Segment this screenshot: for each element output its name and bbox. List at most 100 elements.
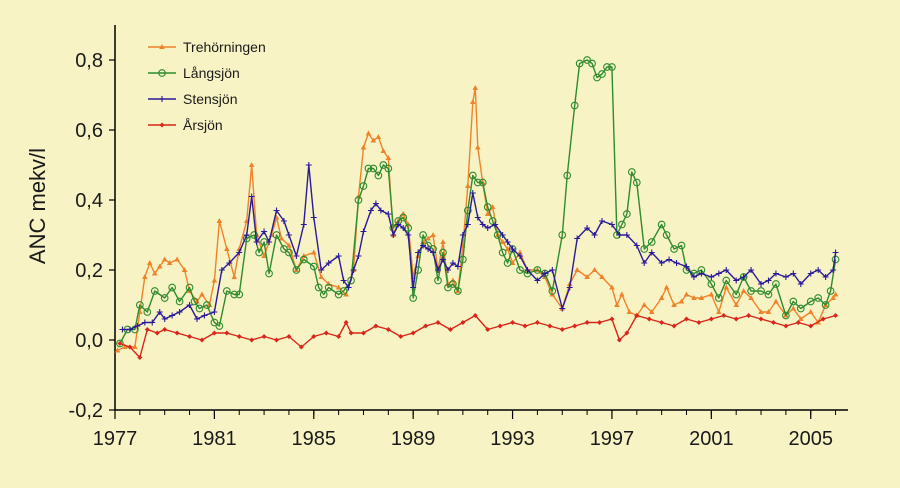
data-point	[190, 297, 199, 306]
data-point	[160, 294, 169, 302]
data-point	[591, 267, 598, 272]
data-point	[608, 63, 616, 71]
data-point	[286, 334, 292, 339]
data-point	[623, 232, 630, 238]
data-point	[365, 130, 372, 136]
data-point	[516, 266, 524, 274]
data-point	[236, 334, 242, 339]
data-point	[464, 221, 471, 228]
data-point	[463, 206, 472, 215]
data-point	[570, 101, 579, 110]
data-point	[832, 291, 839, 297]
data-point	[740, 288, 747, 293]
data-point	[599, 218, 606, 224]
data-point	[758, 316, 764, 322]
data-point	[648, 249, 655, 256]
legend-item-0: Trehörningen	[148, 39, 266, 55]
series-line	[122, 164, 837, 331]
data-point	[504, 239, 511, 245]
data-point	[385, 211, 392, 217]
data-point	[375, 134, 382, 139]
series-2	[119, 162, 839, 333]
data-point	[370, 137, 377, 143]
data-point	[360, 330, 366, 336]
data-point	[616, 337, 622, 343]
data-point	[657, 220, 666, 229]
data-point	[278, 235, 285, 241]
data-point	[249, 337, 255, 343]
data-point	[708, 316, 714, 322]
data-point	[673, 260, 680, 266]
legend-marker	[159, 122, 165, 128]
legend-label: Stensjön	[183, 91, 237, 107]
data-point	[748, 267, 755, 273]
data-point	[324, 283, 333, 292]
data-point	[566, 284, 573, 291]
data-point	[541, 269, 549, 278]
data-point	[691, 295, 697, 300]
data-point	[707, 280, 716, 288]
data-point	[243, 232, 250, 238]
data-point	[603, 63, 611, 71]
data-point	[563, 171, 572, 180]
data-point	[440, 239, 446, 244]
data-point	[807, 309, 814, 314]
data-point	[161, 256, 168, 262]
data-point	[444, 283, 452, 292]
data-point	[683, 263, 690, 270]
data-point	[782, 274, 789, 280]
data-point	[733, 302, 739, 307]
data-point	[201, 312, 208, 319]
data-point	[624, 330, 630, 336]
data-point	[360, 228, 367, 235]
data-point	[575, 59, 584, 68]
data-point	[591, 232, 598, 238]
legend-label: Långsjön	[183, 65, 240, 81]
data-point	[833, 313, 839, 318]
data-point	[299, 255, 308, 264]
data-point	[430, 249, 437, 256]
data-point	[641, 260, 648, 266]
data-point	[135, 301, 144, 309]
data-point	[154, 330, 160, 336]
data-point	[435, 267, 442, 273]
data-point	[659, 320, 665, 325]
data-point	[215, 322, 224, 330]
data-point	[199, 291, 205, 297]
data-point	[266, 239, 273, 245]
data-point	[224, 330, 230, 336]
data-point	[369, 164, 378, 173]
data-point	[670, 245, 678, 253]
data-point	[340, 277, 347, 284]
data-point	[367, 207, 374, 214]
data-point	[815, 267, 822, 273]
data-point	[134, 323, 141, 329]
data-point	[789, 297, 798, 306]
data-point	[410, 330, 416, 336]
data-point	[478, 178, 487, 187]
data-point	[696, 320, 702, 325]
data-point	[415, 249, 422, 256]
data-point	[772, 270, 779, 277]
data-point	[435, 320, 441, 325]
data-point	[379, 161, 388, 169]
data-point	[300, 221, 307, 228]
data-point	[483, 203, 492, 211]
data-point	[765, 277, 772, 284]
data-point	[826, 287, 835, 295]
data-point	[434, 276, 442, 285]
legend-label: Årsjön	[183, 117, 223, 133]
data-point	[323, 330, 329, 336]
data-point	[698, 295, 705, 300]
data-point	[499, 239, 506, 244]
data-point	[166, 260, 173, 265]
data-point	[409, 294, 418, 302]
data-point	[503, 259, 512, 267]
data-point	[151, 270, 158, 276]
data-point	[186, 302, 193, 308]
data-point	[142, 274, 148, 279]
data-point	[470, 99, 476, 104]
data-point	[359, 182, 368, 190]
data-point	[335, 253, 342, 259]
